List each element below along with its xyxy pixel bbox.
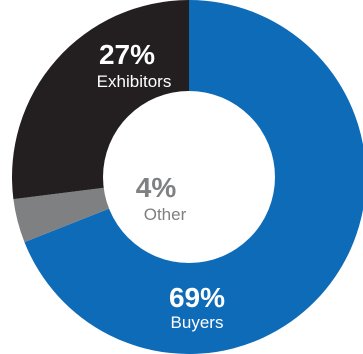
donut-hole <box>103 91 275 263</box>
buyers-percent-label: 69% <box>169 282 225 313</box>
exhibitors-percent-label: 27% <box>99 39 155 70</box>
other-percent-label: 4% <box>136 172 177 203</box>
exhibitors-label: Exhibitors <box>97 72 172 91</box>
buyers-label: Buyers <box>171 313 224 332</box>
other-label: Other <box>144 205 187 224</box>
